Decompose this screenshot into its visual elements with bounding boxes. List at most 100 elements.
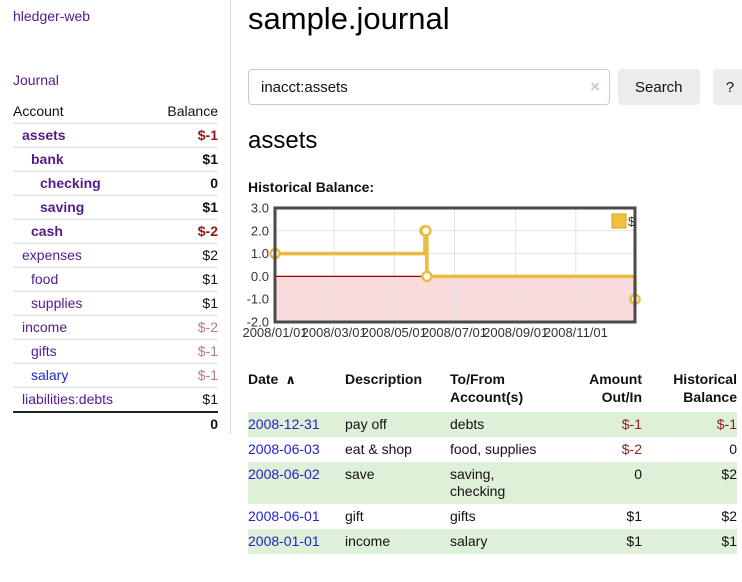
- balance-header-line2: Balance: [683, 389, 737, 405]
- balance-column-header: Balance: [167, 103, 218, 119]
- transaction-accounts: saving, checking: [450, 466, 506, 499]
- account-balance: 0: [210, 175, 218, 191]
- clear-search-icon[interactable]: ×: [590, 77, 600, 96]
- account-link[interactable]: gifts: [31, 343, 57, 359]
- total-balance: 0: [210, 416, 218, 432]
- account-link[interactable]: supplies: [31, 295, 83, 311]
- date-header-label: Date: [248, 371, 279, 387]
- transaction-date-link[interactable]: 2008-06-01: [248, 508, 320, 524]
- account-balance: $2: [202, 247, 218, 263]
- transaction-amount: $1: [626, 508, 642, 524]
- accounts-header-line1: To/From: [450, 371, 505, 387]
- transaction-amount: $-2: [621, 441, 642, 457]
- register-table: Date ∧ Description To/From Account(s) Amo…: [248, 370, 737, 554]
- account-row: supplies $1: [13, 291, 218, 316]
- account-row: income $-2: [13, 315, 218, 340]
- account-row: liabilities:debts $1: [13, 387, 218, 413]
- balance-header-line1: Historical: [673, 371, 737, 387]
- account-row: assets $-1: [13, 123, 218, 148]
- account-link[interactable]: cash: [31, 223, 63, 239]
- account-balance: $-1: [197, 127, 218, 143]
- svg-text:2008/07/01: 2008/07/01: [422, 325, 487, 340]
- chart-svg: 3.0 2.0 1.0 0.0 -1.0 -2.02008/01/012008/03/01…: [242, 201, 641, 340]
- transaction-description: pay off: [345, 416, 387, 432]
- date-column-header[interactable]: Date ∧: [248, 370, 345, 412]
- transaction-balance: $-1: [716, 416, 737, 432]
- account-row: cash $-2: [13, 219, 218, 244]
- svg-text:0.0: 0.0: [251, 269, 269, 284]
- register-row: 2008-06-02 save saving, checking 0 $2: [248, 462, 737, 504]
- account-link[interactable]: saving: [40, 199, 85, 215]
- transaction-date-link[interactable]: 2008-12-31: [248, 416, 320, 432]
- account-link[interactable]: liabilities:debts: [22, 391, 114, 407]
- account-balance: $-2: [197, 319, 218, 335]
- account-link[interactable]: expenses: [22, 247, 82, 263]
- account-balance: $-2: [197, 223, 218, 239]
- account-heading: assets: [248, 127, 318, 154]
- account-link[interactable]: salary: [31, 367, 69, 383]
- account-link[interactable]: bank: [31, 151, 64, 167]
- transaction-accounts: gifts: [450, 508, 476, 524]
- transaction-accounts: salary: [450, 533, 488, 549]
- account-tree-header-row: Account Balance: [13, 100, 218, 124]
- account-row: bank $1: [13, 147, 218, 172]
- account-tree-table: Account Balance assets $-1 bank $1 checking 0…: [13, 100, 218, 436]
- account-balance: $1: [202, 391, 218, 407]
- description-column-header: Description: [345, 371, 423, 387]
- search-button[interactable]: Search: [618, 69, 700, 105]
- account-column-header: Account: [13, 103, 64, 119]
- transaction-balance: $2: [721, 466, 737, 482]
- account-link[interactable]: checking: [40, 175, 101, 191]
- transaction-accounts: debts: [450, 416, 485, 432]
- svg-text:-2.0: -2.0: [247, 315, 269, 330]
- register-header-row: Date ∧ Description To/From Account(s) Amo…: [248, 370, 737, 412]
- transaction-description: save: [345, 466, 375, 482]
- account-balance: $1: [202, 295, 218, 311]
- account-balance: $1: [202, 271, 218, 287]
- svg-text:-1.0: -1.0: [247, 292, 269, 307]
- transaction-date-link[interactable]: 2008-01-01: [248, 533, 320, 549]
- account-row: checking 0: [13, 171, 218, 196]
- transaction-amount: $1: [626, 533, 642, 549]
- chart-heading: Historical Balance:: [248, 179, 375, 195]
- account-balance: $-1: [197, 343, 218, 359]
- account-link[interactable]: food: [31, 271, 59, 287]
- account-row: gifts $-1: [13, 339, 218, 364]
- help-button[interactable]: ?: [712, 69, 742, 105]
- svg-text:2008/05/01: 2008/05/01: [362, 325, 427, 340]
- account-link[interactable]: assets: [22, 127, 66, 143]
- svg-text:2.0: 2.0: [251, 223, 269, 238]
- total-spacer: [13, 412, 149, 436]
- svg-text:3.0: 3.0: [251, 201, 269, 216]
- svg-text:2008/09/01: 2008/09/01: [483, 325, 548, 340]
- search-bar: × Search ?: [248, 69, 742, 105]
- register-row: 2008-06-03 eat & shop food, supplies $-2 0: [248, 437, 737, 462]
- account-tree-body: assets $-1 bank $1 checking 0 saving $1 cash $-2 e…: [13, 123, 218, 413]
- sort-ascending-icon: ∧: [285, 372, 296, 387]
- page-title: sample.journal: [248, 1, 450, 36]
- transaction-balance: 0: [729, 441, 737, 457]
- app-title-link[interactable]: hledger-web: [13, 8, 91, 24]
- transaction-date-link[interactable]: 2008-06-03: [248, 441, 320, 457]
- svg-text:1.0: 1.0: [251, 246, 269, 261]
- historical-balance-chart: 3.0 2.0 1.0 0.0 -1.0 -2.0 2008/01/01 2008/03/01…: [242, 201, 742, 344]
- sidebar-item-journal[interactable]: Journal: [13, 72, 59, 88]
- svg-text:2008/03/01: 2008/03/01: [302, 325, 367, 340]
- account-balance: $1: [202, 199, 218, 215]
- account-link[interactable]: income: [22, 319, 68, 335]
- transaction-description: eat & shop: [345, 441, 412, 457]
- accounts-header-line2: Account(s): [450, 389, 524, 405]
- amount-header-line1: Amount: [589, 371, 642, 387]
- account-row: food $1: [13, 267, 218, 292]
- search-input[interactable]: [248, 69, 610, 105]
- svg-text:2008/11/01: 2008/11/01: [544, 325, 608, 340]
- account-row: salary $-1: [13, 363, 218, 388]
- transaction-balance: $1: [721, 533, 737, 549]
- amount-header-line2: Out/In: [601, 389, 642, 405]
- transaction-accounts: food, supplies: [450, 441, 537, 457]
- accounts-column-header: To/From Account(s): [450, 370, 562, 412]
- amount-column-header: Amount Out/In: [562, 370, 642, 412]
- transaction-balance: $2: [721, 508, 737, 524]
- transaction-date-link[interactable]: 2008-06-02: [248, 466, 320, 482]
